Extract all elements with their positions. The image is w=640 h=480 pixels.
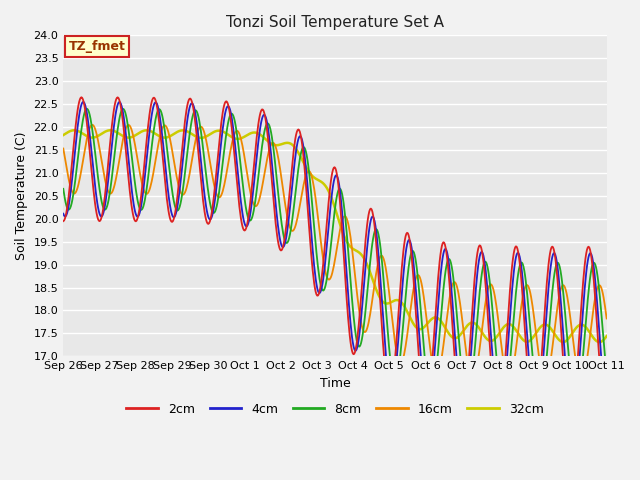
X-axis label: Time: Time xyxy=(319,377,350,390)
Legend: 2cm, 4cm, 8cm, 16cm, 32cm: 2cm, 4cm, 8cm, 16cm, 32cm xyxy=(122,398,548,420)
Y-axis label: Soil Temperature (C): Soil Temperature (C) xyxy=(15,132,28,260)
Text: TZ_fmet: TZ_fmet xyxy=(68,40,125,53)
Title: Tonzi Soil Temperature Set A: Tonzi Soil Temperature Set A xyxy=(226,15,444,30)
